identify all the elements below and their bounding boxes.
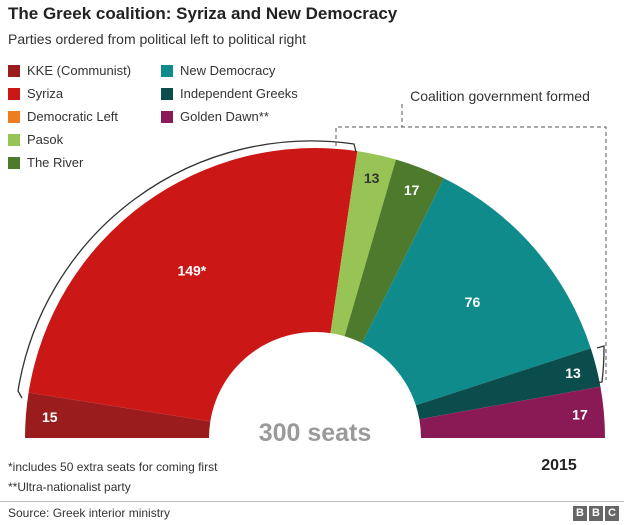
legend-label: Independent Greeks <box>180 86 298 101</box>
legend-swatch <box>8 133 20 146</box>
legend-swatch <box>8 87 20 100</box>
chart-title: The Greek coalition: Syriza and New Demo… <box>8 4 398 23</box>
segment-value-label: 13 <box>364 170 380 186</box>
legend-item-pasok: Pasok <box>8 132 63 147</box>
syriza-bracket <box>17 140 357 399</box>
segment-golden-dawn <box>419 386 605 438</box>
bbc-logo-letter: B <box>589 506 603 521</box>
segment-value-label: 149* <box>177 262 206 278</box>
segment-the-river <box>344 159 444 344</box>
footnote-ultra-nationalist: **Ultra-nationalist party <box>8 480 131 494</box>
coalition-bracket <box>335 104 607 380</box>
footer-divider <box>0 501 624 502</box>
legend-item-golden-dawn: Golden Dawn** <box>161 109 269 124</box>
legend-swatch <box>8 156 20 169</box>
segment-value-label: 13 <box>565 365 581 381</box>
segment-value-label: 17 <box>572 406 588 422</box>
segment-value-label: 17 <box>404 182 420 198</box>
bbc-logo-letter: B <box>573 506 587 521</box>
legend-item-kke: KKE (Communist) <box>8 63 131 78</box>
seat-labels: 15 149* 13 17 76 13 17 <box>42 170 588 425</box>
chart-subtitle: Parties ordered from political left to p… <box>8 31 307 47</box>
legend-label: Democratic Left <box>27 109 119 124</box>
segment-new-democracy <box>362 178 591 406</box>
legend-item-the-river: The River <box>8 155 83 170</box>
legend-swatch <box>161 110 173 123</box>
legend-item-democratic-left: Democratic Left <box>8 109 118 124</box>
legend-label: New Democracy <box>180 63 276 78</box>
legend-label: Pasok <box>27 132 64 147</box>
legend-swatch <box>8 110 20 123</box>
segment-value-label: 15 <box>42 409 58 425</box>
legend: KKE (Communist) Syriza Democratic Left P… <box>8 63 328 173</box>
coalition-annotation: Coalition government formed <box>410 88 590 104</box>
legend-label: Golden Dawn** <box>180 109 269 124</box>
segment-syriza <box>28 148 358 422</box>
legend-label: The River <box>27 155 84 170</box>
total-seats-label: 300 seats <box>259 419 372 447</box>
legend-item-syriza: Syriza <box>8 86 63 101</box>
footnote-extra-seats: *includes 50 extra seats for coming firs… <box>8 460 218 474</box>
legend-label: KKE (Communist) <box>27 63 132 78</box>
segment-independent-greeks <box>415 348 601 420</box>
bbc-logo: B B C <box>573 506 619 521</box>
legend-label: Syriza <box>27 86 64 101</box>
seat-segments <box>25 148 605 438</box>
bbc-logo-letter: C <box>605 506 619 521</box>
source-note: Source: Greek interior ministry <box>8 506 171 520</box>
segment-kke-communist <box>25 392 211 438</box>
legend-swatch <box>8 64 20 77</box>
legend-swatch <box>161 87 173 100</box>
segment-value-label: 76 <box>465 294 481 310</box>
year-label: 2015 <box>541 457 577 474</box>
legend-swatch <box>161 64 173 77</box>
independent-greeks-bracket <box>595 345 605 384</box>
legend-item-independent-greeks: Independent Greeks <box>161 86 298 101</box>
segment-pasok <box>330 151 396 337</box>
legend-item-new-democracy: New Democracy <box>161 63 275 78</box>
